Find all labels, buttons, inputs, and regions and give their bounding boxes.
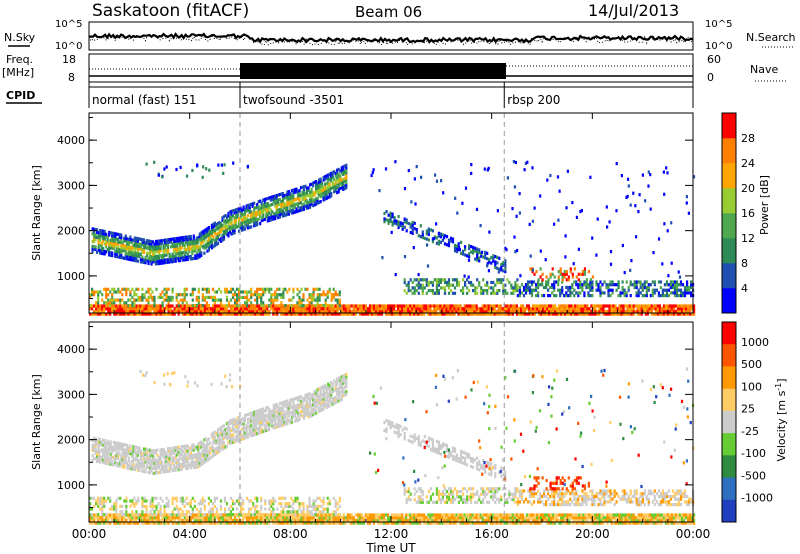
velocity-colorbar: 1000 500 100 25 -25 -100 -500 -1000 — [721, 321, 773, 523]
nsearch-tick-bottom: 10^0 — [705, 41, 732, 52]
power-colorbar-swatch-1 — [722, 263, 736, 289]
power-colorbar: 4 8 12 16 20 24 28 — [721, 112, 755, 314]
x-axis-label: Time UT — [365, 541, 416, 554]
power-ytick-3: 4000 — [57, 134, 85, 147]
x-tick-1: 04:00 — [172, 527, 207, 541]
velocity-colorbar-tick-6: -500 — [741, 469, 766, 482]
nsky-panel: N.Sky 10^5 10^0 10^5 10^0 N.Search — [4, 19, 796, 52]
velocity-colorbar-tick-7: -1000 — [741, 492, 773, 505]
freq-alternating-block — [240, 63, 506, 79]
nsearch-tick-top: 10^5 — [705, 19, 732, 30]
power-colorbar-tick-6: 28 — [741, 132, 755, 145]
nsky-series — [88, 32, 694, 44]
power-colorbar-swatch-4 — [722, 188, 736, 214]
velocity-ylabel: Slant Range [km] — [30, 374, 43, 470]
nsky-label: N.Sky — [4, 31, 36, 44]
cpid-panel: CPID normal (fast) 151 twofsound -3501 rbs… — [6, 82, 694, 108]
power-colorbar-tick-5: 24 — [741, 157, 755, 170]
velocity-colorbar-tick-0: 1000 — [741, 336, 769, 349]
cpid-label: CPID — [6, 89, 35, 102]
velocity-colorbar-label: Velocity [m s-1] — [774, 378, 788, 461]
cpid-program-0: normal (fast) 151 — [92, 93, 196, 107]
cpid-program-1: twofsound -3501 — [243, 93, 344, 107]
power-ytick-1: 2000 — [57, 225, 85, 238]
velocity-ytick-0: 1000 — [57, 479, 85, 492]
power-colorbar-label: Power [dB] — [758, 175, 771, 235]
power-ytick-0: 1000 — [57, 270, 85, 283]
freq-label-bottom: [MHz] — [2, 66, 34, 79]
nsearch-series — [88, 33, 694, 46]
x-tick-5: 20:00 — [575, 527, 610, 541]
power-colorbar-swatch-7 — [722, 113, 736, 139]
power-colorbar-tick-0: 4 — [741, 282, 748, 295]
velocity-colorbar-tick-1: 500 — [741, 358, 762, 371]
velocity-ytick-1: 2000 — [57, 434, 85, 447]
freq-tick-bottom: 8 — [68, 71, 75, 84]
power-panel: 1000 2000 3000 4000 Slant Range [km] 4 8 12 16… — [30, 112, 771, 316]
power-colorbar-tick-3: 16 — [741, 207, 755, 220]
power-colorbar-swatch-0 — [722, 288, 736, 314]
velocity-panel: 1000 2000 3000 4000 Slant Range [km] 1000 50… — [30, 113, 788, 554]
nsky-tick-bottom: 10^0 — [55, 41, 82, 52]
x-tick-3: 12:00 — [374, 527, 409, 541]
velocity-colorbar-tick-5: -100 — [741, 447, 766, 460]
nave-label: Nave — [750, 63, 778, 76]
velocity-colorbar-tick-4: -25 — [741, 425, 759, 438]
velocity-heatmap — [89, 367, 696, 525]
nave-tick-bottom: 0 — [707, 71, 714, 84]
power-ytick-2: 3000 — [57, 179, 85, 192]
power-colorbar-tick-1: 8 — [741, 257, 748, 270]
x-tick-2: 08:00 — [273, 527, 308, 541]
nsky-tick-top: 10^5 — [55, 19, 82, 30]
date-title: 14/Jul/2013 — [588, 1, 679, 20]
power-colorbar-swatch-3 — [722, 213, 736, 239]
power-heatmap — [89, 160, 696, 316]
x-tick-4: 16:00 — [474, 527, 509, 541]
x-tick-0: 00:00 — [72, 527, 107, 541]
x-tick-6: 00:00 — [676, 527, 711, 541]
nsearch-label: N.Search — [746, 31, 796, 44]
power-colorbar-swatch-5 — [722, 163, 736, 189]
beam-title: Beam 06 — [355, 3, 422, 21]
cpid-program-2: rbsp 200 — [507, 93, 560, 107]
velocity-colorbar-tick-3: 25 — [741, 403, 755, 416]
velocity-colorbar-tick-2: 100 — [741, 380, 762, 393]
velocity-ytick-2: 3000 — [57, 388, 85, 401]
freq-panel: Freq. [MHz] 18 8 60 0 Nave — [2, 53, 787, 84]
power-colorbar-swatch-6 — [722, 138, 736, 164]
freq-tick-top: 18 — [62, 53, 76, 66]
station-title: Saskatoon (fitACF) — [92, 1, 249, 21]
power-colorbar-tick-4: 20 — [741, 182, 755, 195]
velocity-ytick-3: 4000 — [57, 343, 85, 356]
nave-tick-top: 60 — [707, 53, 721, 66]
freq-label-top: Freq. — [6, 53, 33, 66]
power-ylabel: Slant Range [km] — [30, 165, 43, 261]
power-colorbar-tick-2: 12 — [741, 232, 755, 245]
power-colorbar-swatch-2 — [722, 238, 736, 264]
